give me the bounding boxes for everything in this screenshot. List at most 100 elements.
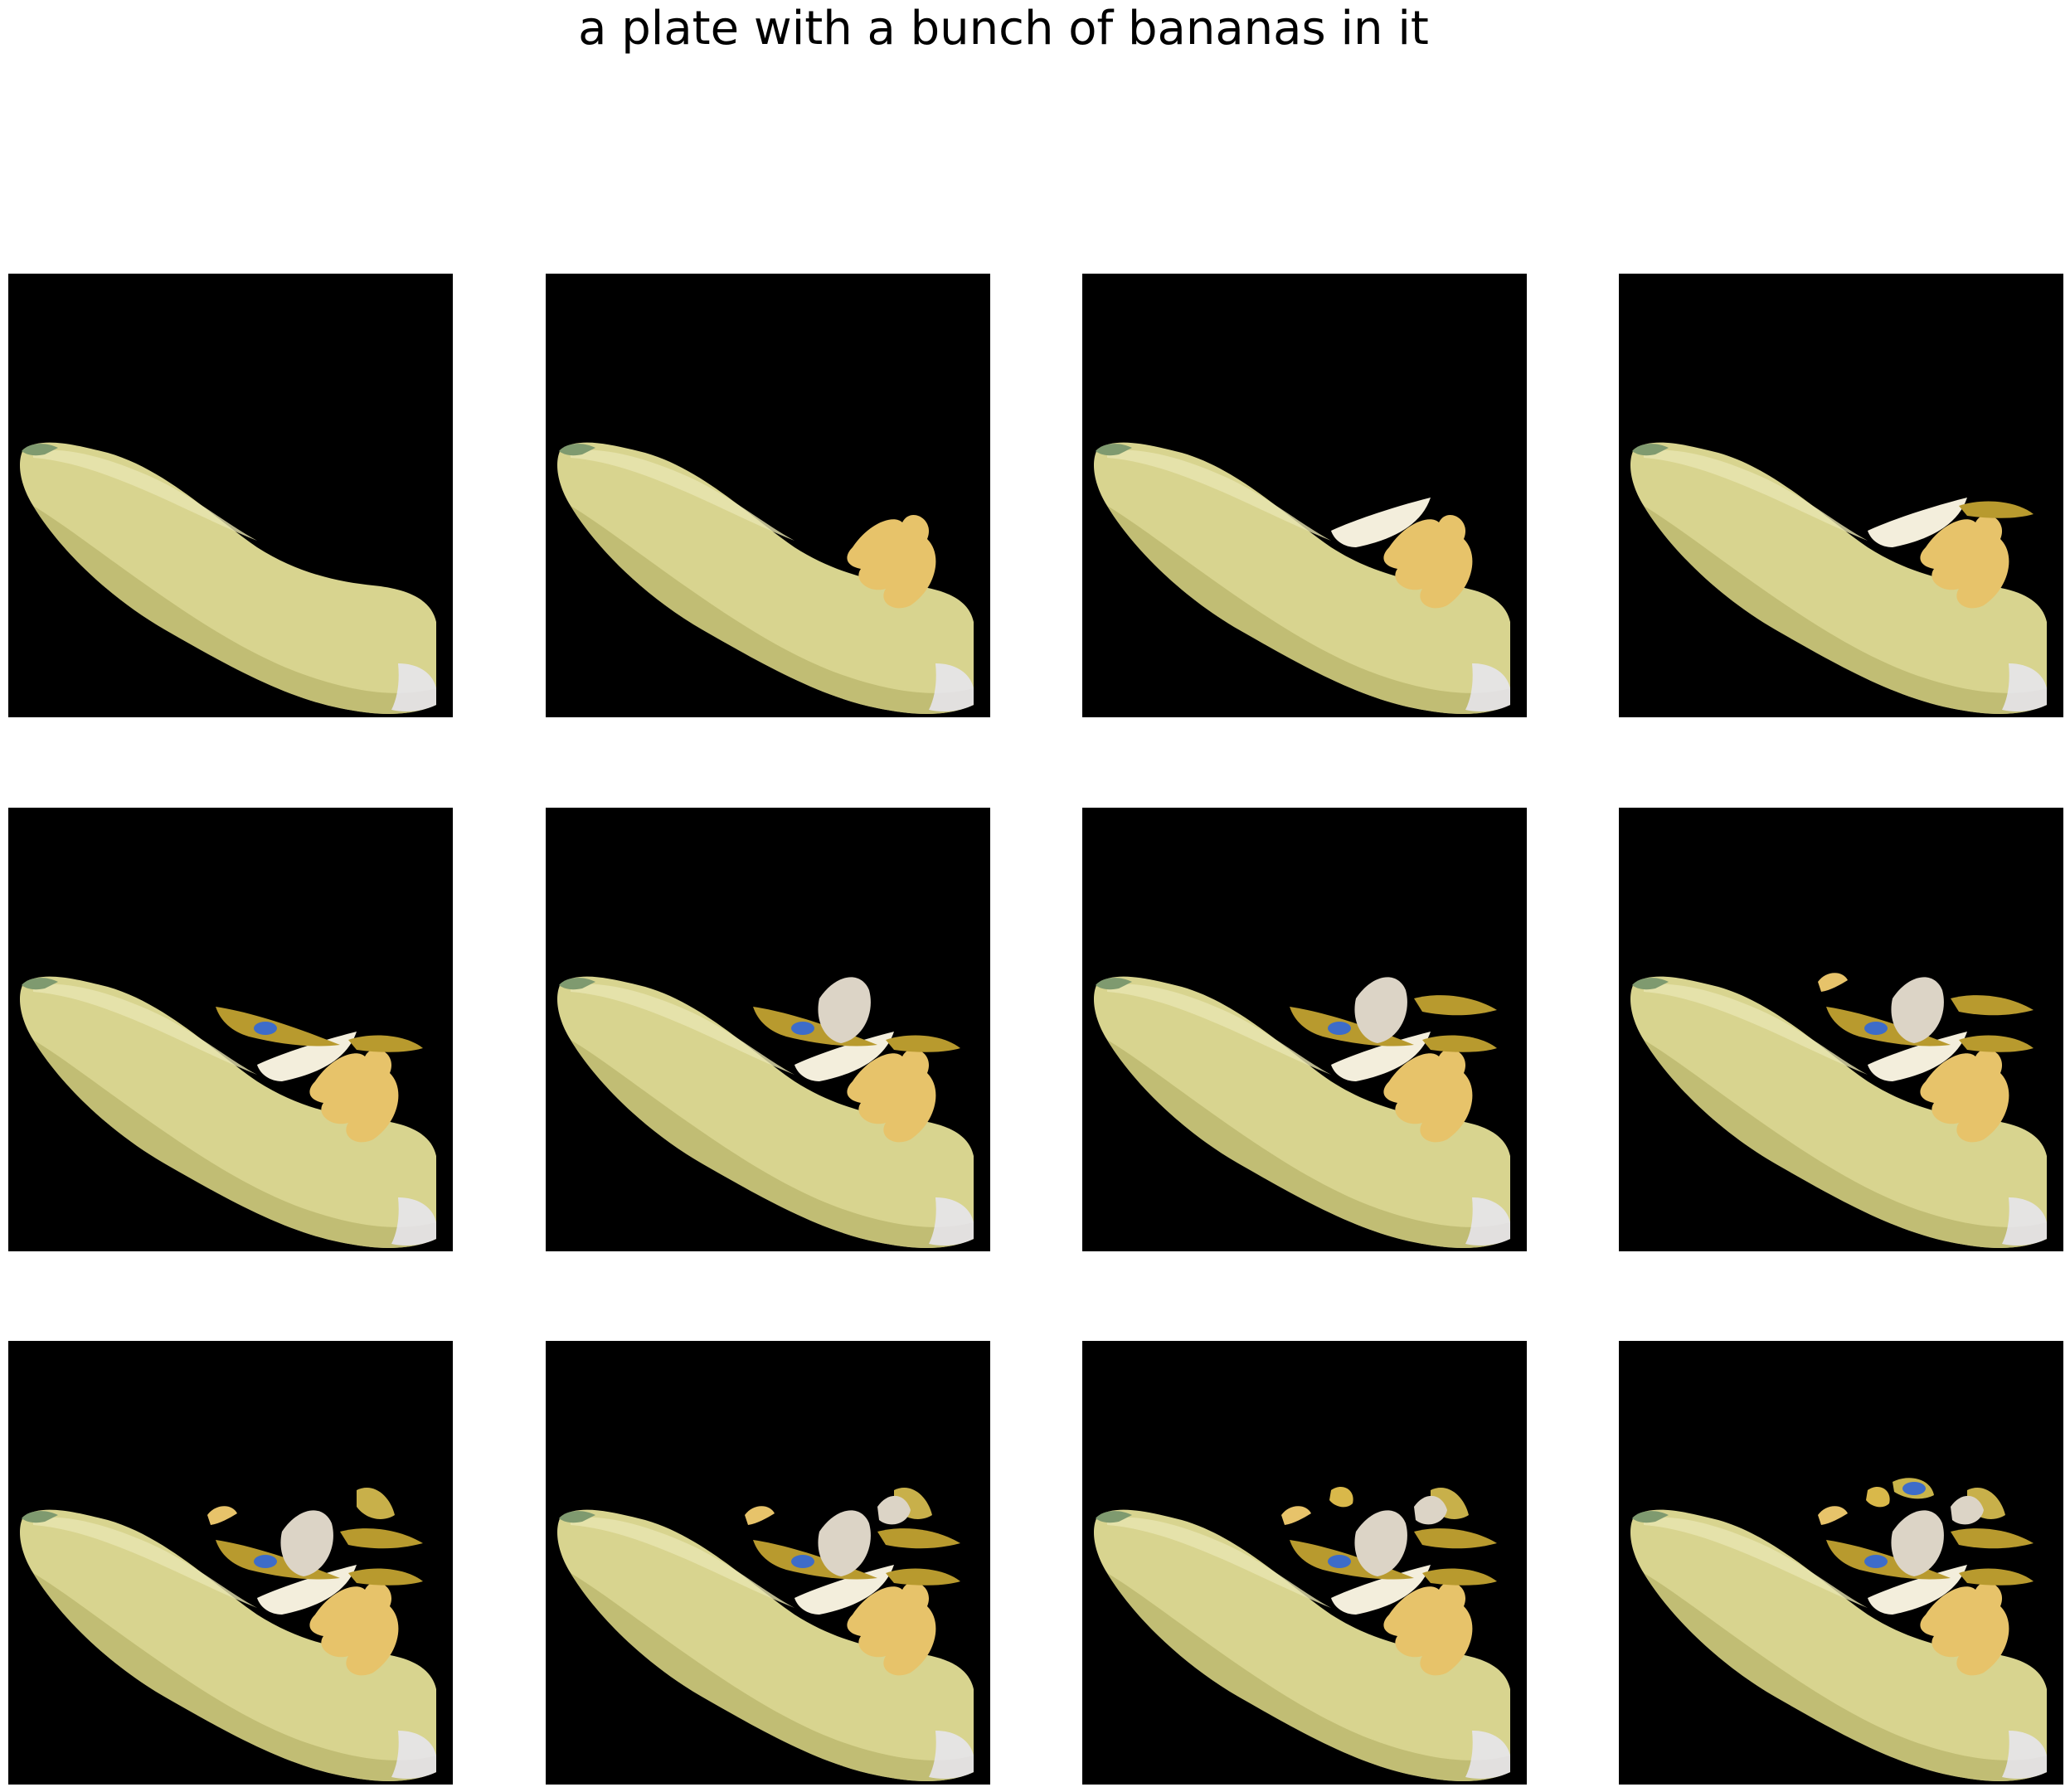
banana-body [20, 1509, 436, 1781]
peel-curl-left [745, 1506, 775, 1525]
pale-bulb [818, 977, 871, 1043]
sticker-icon [254, 1022, 277, 1035]
banana-flesh [557, 1509, 974, 1781]
pale-bulb [280, 1510, 333, 1576]
peel-with-sticker [216, 1007, 340, 1047]
banana-body [1094, 1509, 1510, 1781]
banana-highlight [33, 449, 257, 541]
banana-body [1630, 1509, 2047, 1781]
peel-curl-right [1383, 1581, 1473, 1676]
peel-curl-right [847, 1581, 936, 1676]
figure-title: a plate with a bunch of bananas in it [578, 2, 1429, 56]
image-panel [1619, 1341, 2063, 1785]
banana-end-highlight [929, 663, 974, 711]
banana-tip [559, 444, 595, 456]
peel-curl-top [1866, 1486, 1890, 1508]
banana-shadow [33, 1040, 436, 1248]
banana-shadow [571, 1040, 974, 1248]
sticker-icon [1864, 1555, 1888, 1568]
panel-image [546, 274, 990, 717]
peel-strip-upper [1951, 1528, 2034, 1549]
banana-tip [1096, 444, 1132, 456]
banana-flesh [1630, 976, 2047, 1248]
peel-strip-dark [348, 1035, 423, 1052]
banana-end-highlight [1465, 663, 1510, 711]
peel-strip-dark [1422, 1035, 1497, 1052]
peel-strip-upper [1951, 995, 2034, 1016]
white-peel-sliver [1868, 498, 1967, 547]
banana-tip [1096, 978, 1132, 990]
peel-curl-right [847, 1048, 936, 1143]
banana-flesh [1094, 442, 1510, 714]
pale-piece-upper [1414, 1495, 1447, 1525]
banana-shadow [1107, 1040, 1510, 1248]
peel-strip-dark [886, 1035, 960, 1052]
banana-highlight [33, 1517, 257, 1608]
banana-body [20, 442, 436, 714]
peel-strip-dark [1959, 1568, 2034, 1586]
pale-piece-upper [877, 1495, 911, 1525]
pale-bulb [1354, 1510, 1407, 1576]
peel-curl-left [1281, 1506, 1311, 1525]
banana-end-highlight [1465, 1731, 1510, 1779]
peel-shard-upper [357, 1487, 395, 1519]
image-panel [1619, 274, 2063, 717]
banana-tip [1632, 444, 1669, 456]
banana-flesh [1630, 442, 2047, 714]
peel-curl-right [309, 1581, 399, 1676]
banana-highlight [33, 983, 257, 1075]
banana-shadow [1644, 1040, 2047, 1248]
banana-shadow [1107, 1573, 1510, 1781]
banana-shadow [571, 506, 974, 714]
banana-shadow [1107, 506, 1510, 714]
peel-curl-right [309, 1048, 399, 1143]
pale-bulb [818, 1510, 871, 1576]
panel-image [546, 808, 990, 1251]
peel-strip-dark [1959, 1035, 2034, 1052]
banana-flesh [557, 442, 974, 714]
peel-curl-right [847, 514, 936, 609]
image-panel [8, 274, 453, 717]
banana-flesh [1094, 1509, 1510, 1781]
panel-image [8, 274, 453, 717]
white-peel-sliver [1331, 498, 1431, 547]
image-panel [8, 808, 453, 1251]
peel-strip-dark [886, 1568, 960, 1586]
peel-curl-left [1818, 973, 1848, 992]
banana-highlight [1644, 449, 1868, 541]
panel-image [1082, 808, 1527, 1251]
banana-end-highlight [2002, 1197, 2047, 1246]
peel-strip-upper [877, 1528, 960, 1549]
sticker-icon [254, 1555, 277, 1568]
banana-flesh [1630, 1509, 2047, 1781]
banana-flesh [20, 976, 436, 1248]
banana-end-highlight [929, 1197, 974, 1246]
banana-shadow [33, 506, 436, 714]
image-panel [546, 274, 990, 717]
peel-curl-left [1818, 1506, 1848, 1525]
banana-tip [1632, 1511, 1669, 1523]
banana-shadow [1644, 1573, 2047, 1781]
banana-body [1630, 976, 2047, 1248]
peel-curl-right [1920, 1581, 2009, 1676]
banana-end-highlight [391, 1731, 436, 1779]
panel-image [8, 1341, 453, 1785]
banana-end-highlight [2002, 1731, 2047, 1779]
banana-end-highlight [1465, 1197, 1510, 1246]
banana-end-highlight [391, 1197, 436, 1246]
panel-image [1619, 808, 2063, 1251]
banana-shadow [33, 1573, 436, 1781]
banana-shadow [571, 1573, 974, 1781]
panel-image [546, 1341, 990, 1785]
banana-end-highlight [391, 663, 436, 711]
peel-curl-right [1920, 514, 2009, 609]
peel-strip-dark [348, 1568, 423, 1586]
banana-tip [559, 978, 595, 990]
peel-curl-right [1383, 1048, 1473, 1143]
peel-strip-upper [1414, 1528, 1497, 1549]
panel-image [1619, 1341, 2063, 1785]
banana-highlight [571, 983, 794, 1075]
image-panel [546, 808, 990, 1251]
sticker-icon [1328, 1555, 1351, 1568]
